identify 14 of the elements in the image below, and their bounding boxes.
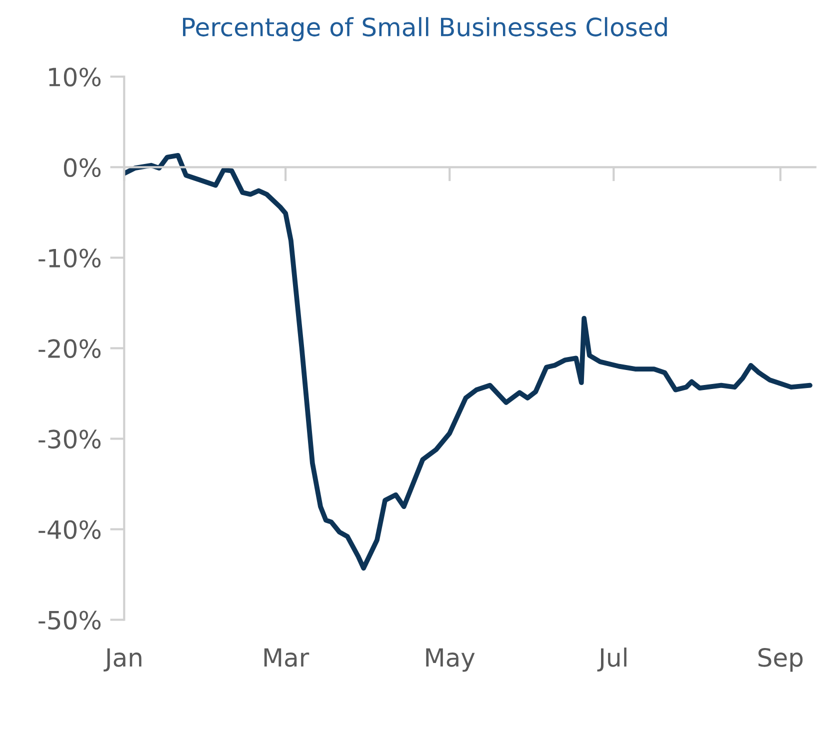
x-tick-label: Sep — [758, 648, 803, 672]
y-tick-label: 10% — [49, 68, 101, 87]
y-tick-label: -30% — [38, 430, 101, 449]
y-tick-label: 0% — [64, 158, 101, 178]
y-tick-label: -10% — [38, 248, 101, 268]
y-tick-label: -20% — [38, 339, 101, 358]
x-tick-label: Jul — [597, 648, 626, 672]
x-tick-label: Mar — [264, 648, 310, 667]
chart-title: Percentage of Small Businesses Closed — [183, 17, 667, 42]
line-series — [124, 152, 812, 571]
y-tick-label: -40% — [38, 520, 101, 540]
y-tick-label: -50% — [38, 610, 101, 630]
x-tick-label: Jan — [104, 648, 142, 672]
x-tick-label: May — [426, 648, 475, 672]
